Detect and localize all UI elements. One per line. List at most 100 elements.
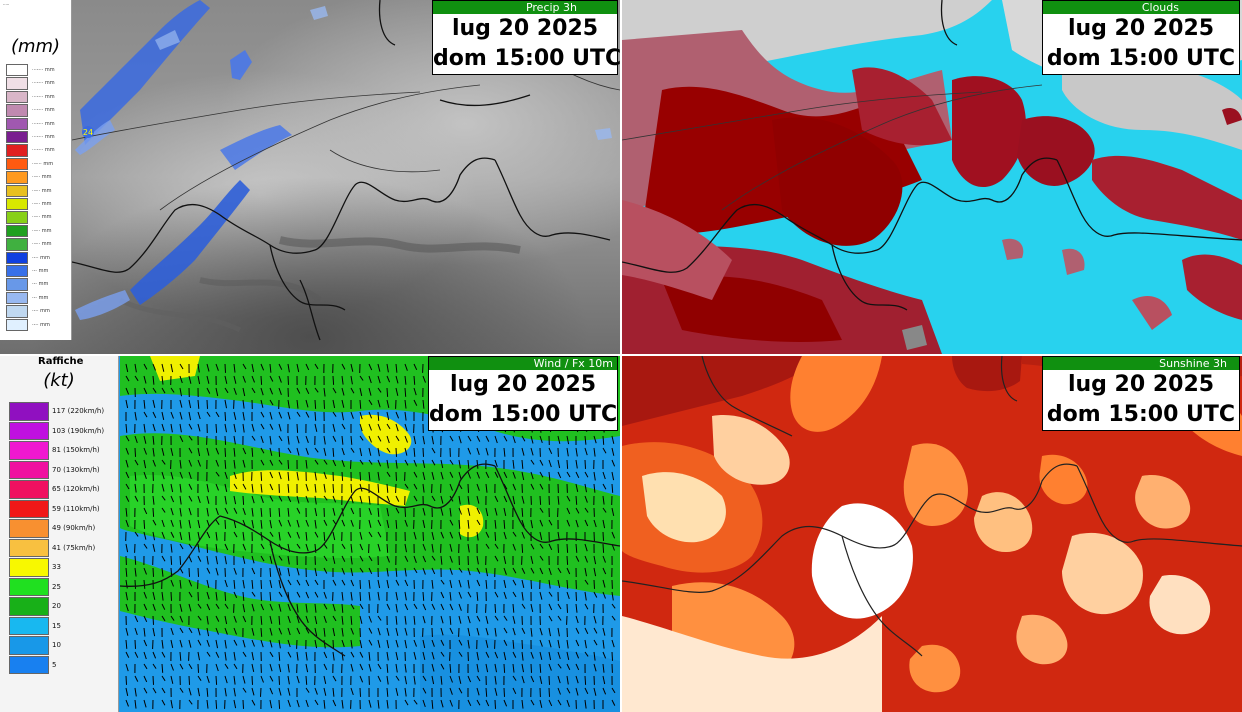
- wind-barb: [368, 507, 372, 515]
- wind-barb: [458, 591, 462, 599]
- wind-barb: [305, 387, 310, 395]
- wind-barb: [440, 675, 443, 685]
- wind-barb: [395, 435, 400, 442]
- wind-barb: [188, 663, 193, 670]
- wind-barb: [287, 507, 290, 517]
- wind-barb: [386, 495, 391, 503]
- wind-barb: [143, 507, 148, 515]
- wind-barb: [224, 651, 227, 661]
- wind-barb: [449, 543, 453, 552]
- wind-barb: [269, 459, 274, 466]
- wind-barb: [332, 675, 337, 682]
- wind-barb: [305, 627, 310, 634]
- wind-barb: [440, 579, 445, 585]
- wind-barb: [224, 435, 227, 445]
- wind-barb: [503, 447, 506, 457]
- wind-barb: [233, 615, 237, 623]
- wind-barb: [224, 627, 228, 635]
- wind-barb: [206, 639, 210, 647]
- wind-barb: [431, 495, 436, 502]
- wind-barb: [332, 699, 337, 707]
- wind-barb: [269, 675, 274, 682]
- wind-barb: [530, 651, 534, 659]
- wind-barb: [215, 675, 218, 685]
- wind-barb: [593, 447, 596, 457]
- wind-barb: [251, 495, 255, 504]
- wind-barb: [206, 399, 208, 409]
- wind-barb: [557, 579, 561, 589]
- wind-barb: [287, 411, 291, 420]
- wind-barb: [251, 483, 254, 493]
- wind-barb: [260, 435, 264, 444]
- wind-barb: [143, 543, 148, 549]
- wind-barb: [260, 387, 264, 396]
- clouds-map[interactable]: [622, 0, 1242, 354]
- wind-barb: [386, 675, 389, 685]
- wind-barb: [575, 675, 579, 684]
- wind-barb: [476, 687, 480, 696]
- wind-barb: [161, 507, 166, 513]
- wind-barb: [521, 507, 524, 517]
- wind-barb: [350, 567, 354, 577]
- wind-barb: [206, 543, 208, 553]
- wind-barb: [125, 663, 129, 672]
- wind-barb: [341, 375, 344, 385]
- wind-barb: [575, 519, 579, 528]
- wind-barb: [296, 699, 300, 708]
- wind-barb: [611, 471, 615, 481]
- wind-barb: [233, 375, 237, 384]
- wind-barb: [152, 435, 155, 445]
- wind-barb: [449, 531, 454, 539]
- wind-barb: [260, 375, 263, 385]
- precip-legend-label: ···-··· mm: [32, 67, 55, 73]
- wind-legend-swatch: [9, 655, 49, 674]
- wind-barb: [422, 543, 426, 551]
- wind-barb: [206, 675, 210, 683]
- wind-barb: [476, 507, 481, 515]
- wind-barb: [494, 663, 497, 673]
- wind-barb: [170, 543, 173, 553]
- wind-barb: [431, 603, 436, 610]
- wind-barb: [278, 687, 282, 696]
- wind-barb: [224, 459, 227, 469]
- wind-barb: [593, 615, 597, 624]
- wind-legend-label: 10: [52, 641, 61, 649]
- wind-barb: [503, 615, 508, 621]
- wind-barb: [557, 459, 561, 469]
- wind-barb: [413, 615, 416, 625]
- wind-barb: [431, 639, 435, 647]
- wind-barb: [350, 639, 353, 649]
- wind-barb: [152, 519, 157, 526]
- wind-barb: [224, 519, 226, 529]
- wind-barb: [611, 699, 616, 706]
- sunshine-map[interactable]: [622, 356, 1242, 712]
- wind-barb: [431, 579, 434, 589]
- wind-barb: [152, 651, 157, 659]
- wind-barb: [179, 651, 182, 661]
- wind-barb: [161, 483, 165, 492]
- wind-barb: [188, 459, 192, 467]
- wind-barb: [287, 639, 291, 648]
- wind-barb: [179, 423, 182, 433]
- wind-barb: [278, 591, 283, 597]
- wind-barb: [224, 483, 228, 493]
- wind-barb: [395, 567, 398, 577]
- wind-barb: [224, 471, 228, 480]
- wind-barb: [170, 387, 175, 393]
- wind-barb: [242, 579, 245, 589]
- wind-barb: [332, 423, 336, 432]
- wind-barb: [332, 651, 335, 661]
- forecast-date: lug 20 2025: [451, 16, 599, 41]
- wind-barb: [197, 375, 201, 385]
- wind-barb: [413, 531, 417, 540]
- wind-barb: [476, 519, 481, 526]
- wind-barb: [233, 471, 237, 480]
- wind-barb: [269, 399, 274, 406]
- wind-barb: [512, 495, 516, 505]
- wind-barb: [458, 435, 462, 444]
- wind-barb: [377, 459, 382, 467]
- wind-barb: [368, 627, 373, 634]
- wind-barb: [539, 639, 543, 647]
- wind-barb: [152, 411, 157, 419]
- wind-barb: [350, 507, 355, 515]
